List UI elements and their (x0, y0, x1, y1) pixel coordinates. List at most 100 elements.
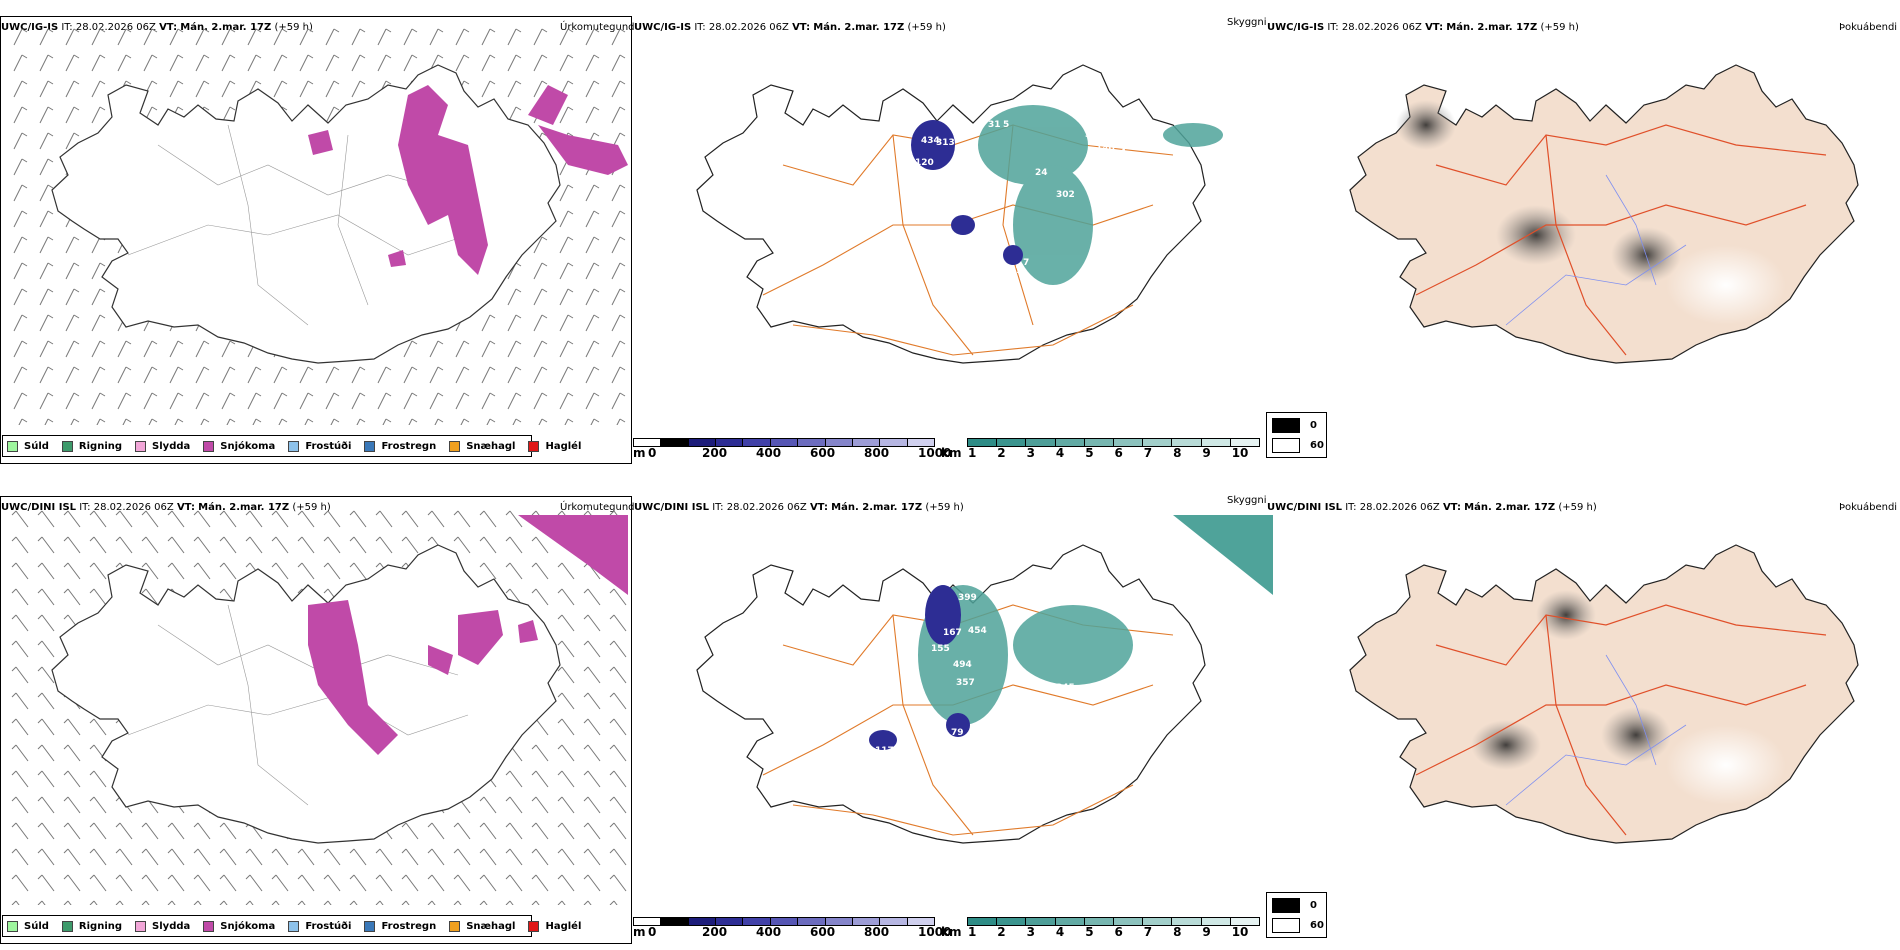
height-bin (716, 918, 744, 925)
tick-label: 9 (1202, 446, 1211, 460)
tick-label: 10 (1231, 446, 1249, 460)
visibility-bin (1201, 918, 1231, 925)
tick-label: 400 (756, 446, 782, 460)
precip-legend-label: Haglél (545, 920, 582, 932)
visibility-value: 259 (1101, 243, 1120, 253)
precip-legend-label: Frostúði (305, 920, 352, 932)
precip-legend-item: Rigning (61, 920, 122, 932)
visibility-value: 135 (1158, 624, 1177, 634)
visibility-bin (1172, 439, 1202, 446)
precip-swatch (135, 440, 147, 452)
snow-area (308, 515, 628, 755)
panel-title: Skyggni (1227, 17, 1267, 28)
tick-label: 2 (997, 446, 1006, 460)
tick-label: 800 (864, 446, 890, 460)
precip-legend-top: Súld Rigning Slydda Snjókoma Frostúði Frostre… (2, 435, 581, 457)
precip-legend-item: Frostregn (364, 440, 437, 452)
height-colorbar-bottom (633, 917, 935, 926)
tick-label: 7 (1143, 925, 1153, 939)
tick-label: 800 (864, 925, 890, 939)
panel-header: UWC/IG-IS IT: 28.02.2026 06Z VT: Mán. 2.… (1267, 22, 1579, 33)
visibility-value: 570 (923, 188, 942, 198)
tick-label: 3 (1026, 446, 1035, 460)
visibility-value: 93 (896, 730, 909, 740)
visibility-bin (1084, 918, 1115, 925)
precip-swatch (449, 440, 461, 452)
visibility-value: 155 (931, 644, 950, 654)
visibility-value: 583 (1106, 261, 1125, 271)
precip-legend-label: Súld (24, 440, 49, 452)
panel-fog-bottom: UWC/DINI ISL IT: 28.02.2026 06Z VT: Mán.… (1266, 495, 1900, 945)
precip-legend-item: Rigning (61, 440, 123, 452)
visibility-value: 14 (1111, 110, 1124, 120)
vis-ticks-top: km 1 2 3 4 5 6 7 8 9 10 (941, 446, 1261, 462)
visibility-bin (1026, 918, 1056, 925)
height-colorbar-top (633, 438, 935, 447)
tick-label: 10 (1231, 925, 1249, 939)
vis-unit: km (941, 446, 962, 460)
precip-legend-label: Rigning (78, 440, 123, 452)
precip-legend-item: Frostúði (288, 920, 352, 932)
height-bin (634, 439, 662, 446)
tick-label: 0 (648, 446, 657, 460)
tick-label: 2 (997, 925, 1006, 939)
visibility-value: 156 (998, 748, 1017, 758)
visibility-value: 31 (988, 120, 1001, 130)
map-precip-top (8, 25, 628, 425)
height-bin (852, 918, 881, 925)
visibility-bin (1172, 918, 1202, 925)
tick-label: 8 (1173, 925, 1182, 939)
panel-header: UWC/DINI ISL IT: 28.02.2026 06Z VT: Mán.… (634, 502, 964, 513)
panel-fog-top: UWC/IG-IS IT: 28.02.2026 06Z VT: Mán. 2.… (1266, 15, 1900, 465)
precip-swatch (288, 920, 300, 932)
visibility-value: 4 (1120, 148, 1126, 158)
visibility-bin (1114, 439, 1144, 446)
precip-legend-label: Frostregn (381, 440, 437, 452)
visibility-bin (1201, 439, 1231, 446)
height-unit: m (633, 446, 646, 460)
visibility-bin (1230, 439, 1260, 446)
tick-label: 7 (1143, 446, 1153, 460)
precip-legend-item: Frostúði (288, 440, 351, 452)
vis-colorbar-top (967, 438, 1260, 447)
height-ticks-top: m 0 200 400 600 800 1000 (633, 446, 951, 462)
panel-vis-bottom: UWC/DINI ISL IT: 28.02.2026 06Z VT: Mán.… (633, 495, 1267, 945)
precip-legend-label: Snæhagl (466, 440, 516, 452)
vis-unit: km (941, 925, 962, 939)
height-bin (880, 439, 908, 446)
panel-header: UWC/DINI ISL IT: 28.02.2026 06Z VT: Mán.… (1267, 502, 1597, 513)
visibility-value: 304 (1085, 130, 1104, 140)
visibility-value: 147 (1003, 266, 1022, 276)
panel-header: UWC/IG-IS IT: 28.02.2026 06Z VT: Mán. 2.… (634, 22, 946, 33)
height-bin (743, 918, 771, 925)
panel-title: Þokuábendi (1839, 502, 1898, 513)
precip-legend-item: Haglél (528, 440, 581, 452)
height-bin (907, 918, 934, 925)
precip-legend-label: Súld (24, 920, 49, 932)
visibility-bin (1084, 439, 1115, 446)
map-fog-top (1349, 64, 1859, 364)
map-precip-bottom (8, 505, 628, 905)
visibility-bin (1055, 439, 1085, 446)
height-bin (825, 918, 853, 925)
visibility-bin (1114, 918, 1144, 925)
tick-label: 5 (1085, 446, 1094, 460)
fog-legend-top: 0 60 (1266, 412, 1327, 458)
visibility-value: 140 (1096, 144, 1115, 154)
fog-swatch-white (1272, 438, 1300, 453)
precip-swatch (135, 920, 147, 932)
map-fog-bottom (1349, 544, 1859, 844)
precip-legend-item: Snæhagl (449, 920, 515, 932)
visibility-value: 7 (1023, 258, 1029, 268)
tick-label: 5 (1085, 925, 1094, 939)
precip-swatch (7, 440, 18, 452)
height-bin (661, 439, 689, 446)
height-bin (798, 918, 826, 925)
height-bin (825, 439, 853, 446)
precip-legend-label: Frostregn (381, 920, 437, 932)
height-bin (798, 439, 826, 446)
precip-swatch (364, 920, 376, 932)
height-bin (634, 918, 662, 925)
precip-legend-item: Snæhagl (449, 440, 516, 452)
